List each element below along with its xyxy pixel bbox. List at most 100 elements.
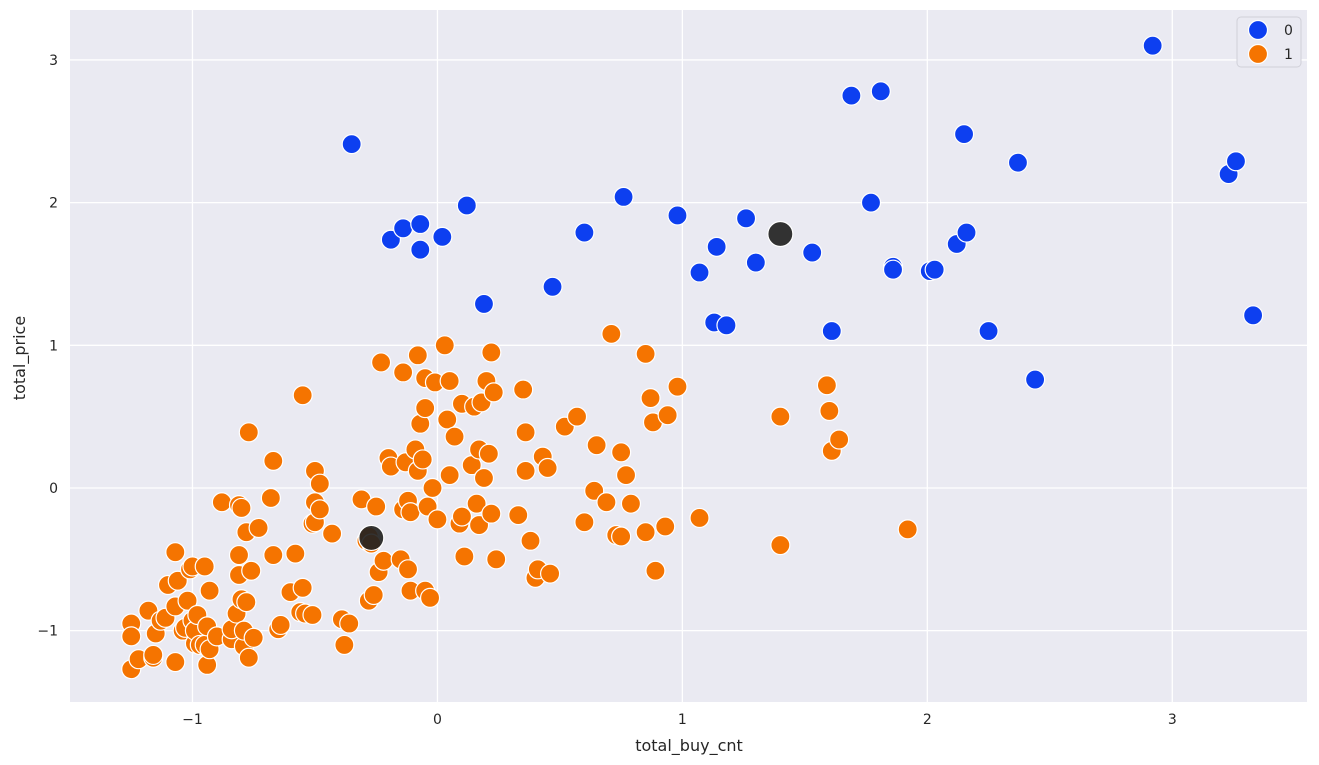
legend-label-class-1: 1 bbox=[1284, 47, 1293, 63]
data-point-class-1 bbox=[586, 435, 607, 456]
data-point-class-1 bbox=[770, 406, 791, 427]
data-point-class-1 bbox=[241, 560, 262, 581]
data-point-class-1 bbox=[566, 406, 588, 427]
data-point-class-0 bbox=[613, 186, 634, 208]
x-axis-label: total_buy_cnt bbox=[635, 736, 743, 756]
data-point-class-1 bbox=[121, 626, 142, 647]
data-point-class-1 bbox=[263, 450, 284, 471]
data-point-class-0 bbox=[735, 208, 757, 229]
data-point-class-1 bbox=[165, 651, 186, 673]
data-point-class-1 bbox=[370, 352, 392, 373]
data-point-class-1 bbox=[231, 497, 252, 519]
data-point-class-1 bbox=[434, 335, 455, 356]
data-point-class-1 bbox=[611, 442, 632, 463]
data-point-class-1 bbox=[321, 523, 343, 544]
data-point-class-1 bbox=[508, 504, 529, 526]
data-point-class-0 bbox=[473, 293, 495, 315]
data-point-class-0 bbox=[953, 124, 975, 145]
data-point-class-1 bbox=[635, 522, 656, 543]
legend-label-class-0: 0 bbox=[1284, 23, 1293, 39]
data-point-class-1 bbox=[285, 543, 306, 564]
data-point-class-1 bbox=[238, 647, 259, 668]
data-point-class-1 bbox=[601, 323, 622, 344]
data-point-class-1 bbox=[444, 426, 465, 447]
data-point-class-1 bbox=[454, 546, 475, 567]
data-point-class-1 bbox=[309, 473, 330, 494]
data-point-class-1 bbox=[770, 534, 791, 556]
legend: 01 bbox=[1236, 16, 1302, 68]
data-point-class-1 bbox=[620, 493, 642, 514]
data-point-class-1 bbox=[437, 409, 458, 430]
data-point-class-0 bbox=[410, 213, 431, 235]
data-point-class-1 bbox=[243, 627, 264, 648]
data-point-class-1 bbox=[236, 592, 257, 613]
data-point-class-0 bbox=[882, 259, 904, 280]
data-point-class-0 bbox=[860, 192, 882, 213]
data-point-class-1 bbox=[238, 422, 259, 443]
data-point-class-1 bbox=[473, 467, 495, 489]
data-point-class-0 bbox=[410, 239, 431, 260]
data-point-class-1 bbox=[415, 397, 436, 419]
y-tick-label: 1 bbox=[49, 338, 58, 354]
data-point-class-0 bbox=[841, 85, 862, 106]
x-tick-label: 3 bbox=[1168, 712, 1177, 728]
data-point-class-0 bbox=[1225, 151, 1247, 172]
data-point-class-1 bbox=[427, 509, 448, 530]
data-point-class-1 bbox=[363, 584, 384, 606]
centroid-markers bbox=[358, 220, 794, 552]
data-point-class-1 bbox=[520, 530, 541, 551]
data-point-class-0 bbox=[667, 205, 688, 226]
data-point-class-0 bbox=[456, 195, 477, 216]
data-point-class-0 bbox=[1007, 152, 1029, 173]
data-point-class-0 bbox=[689, 262, 710, 283]
data-point-class-0 bbox=[574, 222, 595, 243]
data-point-class-1 bbox=[515, 460, 536, 481]
data-point-class-1 bbox=[263, 544, 284, 566]
data-point-class-1 bbox=[339, 613, 360, 634]
x-tick-label: 2 bbox=[923, 712, 932, 728]
data-point-class-0 bbox=[341, 134, 362, 155]
data-point-class-1 bbox=[615, 465, 637, 486]
y-tick-label: 2 bbox=[49, 196, 58, 212]
data-point-class-0 bbox=[924, 259, 945, 280]
data-point-class-1 bbox=[397, 559, 419, 580]
data-point-class-0 bbox=[745, 252, 766, 273]
data-point-class-1 bbox=[194, 556, 215, 577]
data-point-class-1 bbox=[422, 477, 443, 499]
data-point-class-1 bbox=[228, 544, 250, 566]
data-point-class-1 bbox=[689, 507, 710, 529]
y-tick-label: 3 bbox=[49, 53, 58, 69]
y-tick-label: 0 bbox=[49, 481, 58, 497]
data-point-class-1 bbox=[199, 580, 220, 601]
centroid-point bbox=[767, 220, 794, 248]
data-point-class-1 bbox=[302, 604, 323, 626]
grid-lines bbox=[70, 10, 1307, 702]
data-point-class-1 bbox=[466, 493, 487, 514]
data-point-class-1 bbox=[177, 590, 198, 611]
x-tick-labels: −1 0 1 2 3 bbox=[182, 712, 1177, 728]
data-point-class-0 bbox=[542, 276, 563, 297]
data-point-class-0 bbox=[706, 236, 727, 257]
data-point-class-1 bbox=[419, 587, 441, 608]
data-point-class-1 bbox=[611, 526, 632, 547]
data-point-class-1 bbox=[366, 496, 387, 517]
data-point-class-1 bbox=[657, 405, 678, 426]
data-point-class-1 bbox=[334, 634, 355, 656]
legend-marker-class-0 bbox=[1247, 19, 1269, 41]
data-point-class-1 bbox=[143, 644, 164, 666]
data-point-class-1 bbox=[486, 549, 507, 570]
data-point-class-0 bbox=[978, 320, 999, 342]
data-point-class-0 bbox=[956, 222, 977, 243]
data-point-class-1 bbox=[309, 499, 330, 520]
data-point-class-1 bbox=[816, 375, 837, 396]
data-point-class-1 bbox=[819, 400, 840, 422]
x-tick-label: 0 bbox=[433, 712, 442, 728]
data-point-class-1 bbox=[596, 492, 617, 513]
data-points bbox=[121, 35, 1264, 680]
data-point-class-1 bbox=[515, 422, 536, 443]
data-point-class-1 bbox=[439, 370, 460, 392]
data-point-class-0 bbox=[716, 315, 737, 336]
data-point-class-1 bbox=[640, 387, 661, 409]
centroid-point bbox=[358, 524, 385, 552]
data-point-class-0 bbox=[1142, 35, 1163, 56]
